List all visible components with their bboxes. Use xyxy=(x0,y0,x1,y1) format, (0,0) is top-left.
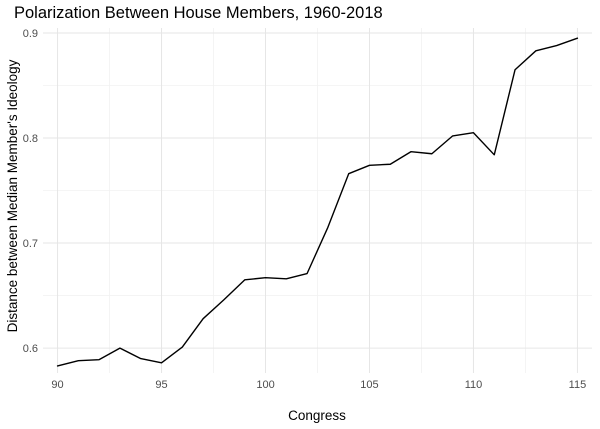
tick-labels: 90 95 100 105 110 115 0.6 0.7 0.8 0.9 xyxy=(23,28,587,391)
x-tick-label: 110 xyxy=(465,379,483,391)
x-tick-label: 95 xyxy=(155,379,167,391)
y-axis-title: Distance between Median Member's Ideolog… xyxy=(5,59,20,332)
x-tick-label: 105 xyxy=(360,379,378,391)
y-tick-label: 0.7 xyxy=(23,238,38,250)
x-tick-label: 115 xyxy=(569,379,587,391)
x-tick-label: 100 xyxy=(256,379,274,391)
y-tick-label: 0.9 xyxy=(23,28,38,40)
y-tick-label: 0.6 xyxy=(23,343,38,355)
chart-title: Polarization Between House Members, 1960… xyxy=(14,4,383,22)
y-tick-label: 0.8 xyxy=(23,133,38,145)
x-axis-title: Congress xyxy=(288,408,346,423)
grid xyxy=(43,28,592,373)
series xyxy=(56,37,579,367)
x-tick-label: 90 xyxy=(51,379,63,391)
polarization-series-line xyxy=(56,37,579,367)
